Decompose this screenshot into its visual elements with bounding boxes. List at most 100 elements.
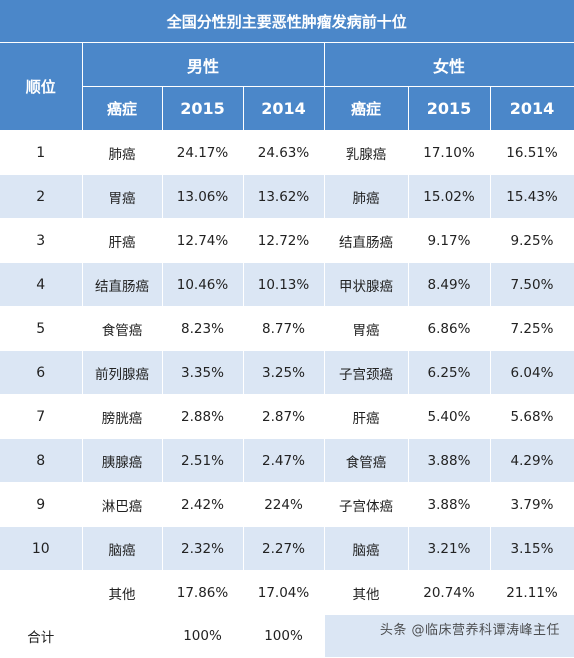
rank-cell: 6 [0,350,83,395]
table-row: 10 脑癌 2.32% 2.27% 脑癌 3.21% 3.15% [0,526,574,571]
female-cancer-name: 甲状腺癌 [324,262,409,307]
male-2015-header: 2015 [162,86,244,131]
male-header: 男性 [82,42,325,87]
male-2015-value: 13.06% [162,174,244,219]
male-2015-value: 17.86% [162,570,244,615]
female-2015-value: 6.25% [408,350,491,395]
female-2015-value: 20.74% [408,570,491,615]
rank-cell: 1 [0,130,83,175]
female-2014-value: 15.43% [490,174,574,219]
male-cancer-name: 胃癌 [82,174,163,219]
male-cancer-name: 淋巴癌 [82,482,163,527]
female-2014-value: 6.04% [490,350,574,395]
table-row: 9 淋巴癌 2.42% 224% 子宫体癌 3.88% 3.79% [0,482,574,527]
female-cancer-name: 食管癌 [324,438,409,483]
title-row: 全国分性别主要恶性肿瘤发病前十位 [0,0,574,43]
male-cancer-name: 肝癌 [82,218,163,263]
male-2014-value: 12.72% [243,218,325,263]
male-2014-value: 8.77% [243,306,325,351]
female-cancer-name: 乳腺癌 [324,130,409,175]
rank-cell: 8 [0,438,83,483]
table-body: 1 肺癌 24.17% 24.63% 乳腺癌 17.10% 16.51% 2 胃癌 13.06% 1… [0,130,574,615]
male-2014-value: 2.87% [243,394,325,439]
total-male-2015: 100% [162,614,244,658]
rank-cell: 10 [0,526,83,571]
total-empty-cell [82,614,163,658]
female-2015-value: 17.10% [408,130,491,175]
female-2014-value: 7.50% [490,262,574,307]
female-2014-header: 2014 [490,86,574,131]
male-2014-header: 2014 [243,86,325,131]
male-2015-value: 2.51% [162,438,244,483]
rank-cell: 5 [0,306,83,351]
male-disease-header: 癌症 [82,86,163,131]
female-cancer-name: 其他 [324,570,409,615]
sub-header-row: 癌症 2015 2014 癌症 2015 2014 [0,86,574,131]
male-cancer-name: 膀胱癌 [82,394,163,439]
female-2014-value: 3.15% [490,526,574,571]
male-2014-value: 17.04% [243,570,325,615]
rank-cell: 4 [0,262,83,307]
rank-cell: 3 [0,218,83,263]
rank-cell: 2 [0,174,83,219]
female-cancer-name: 子宫体癌 [324,482,409,527]
female-2014-value: 9.25% [490,218,574,263]
male-2015-value: 3.35% [162,350,244,395]
male-2014-value: 2.47% [243,438,325,483]
male-2015-value: 2.32% [162,526,244,571]
female-2014-value: 3.79% [490,482,574,527]
male-2015-value: 2.42% [162,482,244,527]
male-2015-value: 10.46% [162,262,244,307]
table-row: 4 结直肠癌 10.46% 10.13% 甲状腺癌 8.49% 7.50% [0,262,574,307]
male-2014-value: 24.63% [243,130,325,175]
female-2015-value: 9.17% [408,218,491,263]
male-2014-value: 10.13% [243,262,325,307]
female-2015-value: 8.49% [408,262,491,307]
rank-cell [0,570,83,615]
female-2015-value: 3.88% [408,438,491,483]
female-cancer-name: 肝癌 [324,394,409,439]
table-row: 7 膀胱癌 2.88% 2.87% 肝癌 5.40% 5.68% [0,394,574,439]
male-2014-value: 224% [243,482,325,527]
male-cancer-name: 结直肠癌 [82,262,163,307]
female-2014-value: 4.29% [490,438,574,483]
watermark: 头条 @临床营养科谭涛峰主任 [380,619,560,638]
male-2014-value: 3.25% [243,350,325,395]
female-2015-value: 3.21% [408,526,491,571]
rank-cell: 9 [0,482,83,527]
total-male-2014: 100% [243,614,325,658]
female-2015-value: 3.88% [408,482,491,527]
rank-header: 顺位 [0,42,83,131]
table-row: 6 前列腺癌 3.35% 3.25% 子宫颈癌 6.25% 6.04% [0,350,574,395]
male-cancer-name: 前列腺癌 [82,350,163,395]
female-cancer-name: 脑癌 [324,526,409,571]
table-row: 1 肺癌 24.17% 24.63% 乳腺癌 17.10% 16.51% [0,130,574,175]
table-row: 其他 17.86% 17.04% 其他 20.74% 21.11% [0,570,574,615]
female-2015-value: 15.02% [408,174,491,219]
female-header: 女性 [324,42,574,87]
male-2014-value: 13.62% [243,174,325,219]
male-2014-value: 2.27% [243,526,325,571]
male-2015-value: 24.17% [162,130,244,175]
total-label: 合计 [0,614,83,658]
rank-cell: 7 [0,394,83,439]
male-cancer-name: 其他 [82,570,163,615]
male-2015-value: 2.88% [162,394,244,439]
female-cancer-name: 结直肠癌 [324,218,409,263]
female-2014-value: 7.25% [490,306,574,351]
table-row: 8 胰腺癌 2.51% 2.47% 食管癌 3.88% 4.29% [0,438,574,483]
group-header-row: 顺位 男性 女性 [0,42,574,131]
female-cancer-name: 胃癌 [324,306,409,351]
male-cancer-name: 肺癌 [82,130,163,175]
male-cancer-name: 食管癌 [82,306,163,351]
male-cancer-name: 胰腺癌 [82,438,163,483]
female-disease-header: 癌症 [324,86,409,131]
female-2014-value: 5.68% [490,394,574,439]
table-row: 5 食管癌 8.23% 8.77% 胃癌 6.86% 7.25% [0,306,574,351]
male-2015-value: 8.23% [162,306,244,351]
table-row: 3 肝癌 12.74% 12.72% 结直肠癌 9.17% 9.25% [0,218,574,263]
female-2015-value: 6.86% [408,306,491,351]
watermark-text: 头条 @临床营养科谭涛峰主任 [379,623,560,638]
